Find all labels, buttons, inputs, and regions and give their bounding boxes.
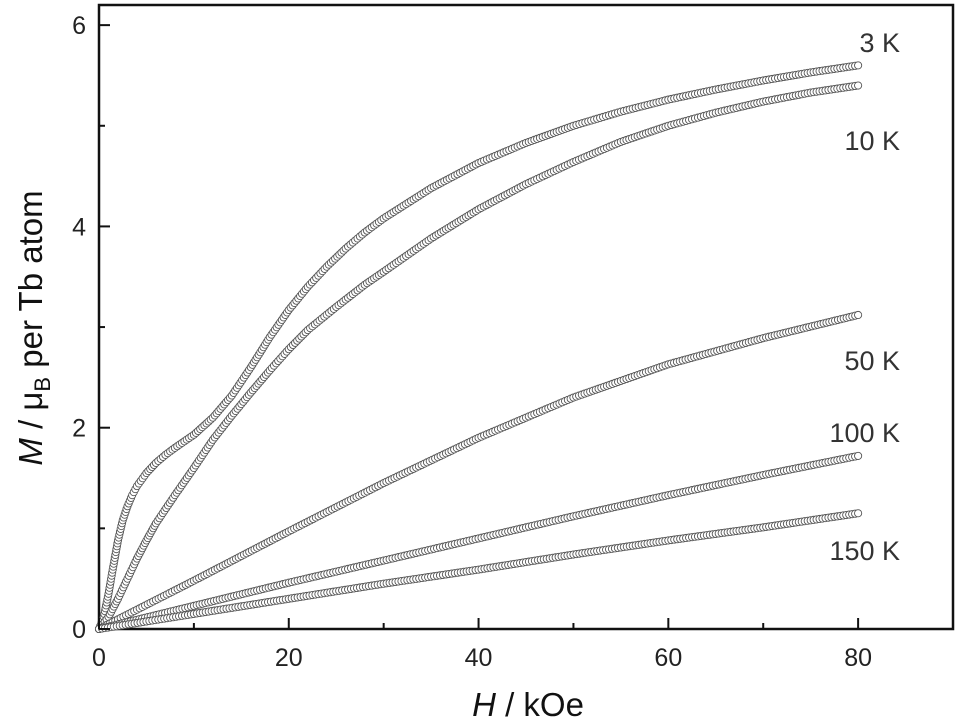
series-label: 100 K (829, 418, 900, 448)
data-point (855, 82, 862, 89)
series-label: 50 K (844, 346, 900, 376)
data-point (855, 311, 862, 318)
y-tick-label: 6 (72, 12, 86, 40)
plot-area (99, 5, 953, 629)
y-tick-label: 0 (72, 616, 86, 644)
x-tick-label: 20 (275, 644, 303, 672)
plot-frame (99, 5, 953, 629)
y-tick-label: 2 (72, 415, 86, 443)
series-label: 3 K (859, 28, 900, 58)
series-label: 10 K (844, 126, 900, 156)
series-label: 150 K (829, 536, 900, 566)
data-point (855, 452, 862, 459)
x-tick-label: 60 (654, 644, 682, 672)
y-axis-title: M / μB per Tb atom (12, 190, 55, 465)
series-layer (95, 62, 861, 633)
x-axis-title: H / kOe (472, 686, 584, 723)
x-tick-label: 0 (92, 644, 106, 672)
series-50k (95, 311, 861, 632)
series-line (99, 315, 858, 629)
y-tick-label: 4 (72, 213, 86, 241)
series-100k (95, 452, 861, 632)
x-tick-label: 40 (465, 644, 493, 672)
series-3k (95, 62, 861, 633)
series-labels: 3 K 10 K 50 K 100 K 150 K (829, 28, 900, 566)
data-point (855, 62, 862, 69)
data-point (855, 510, 862, 517)
x-tick-label: 80 (844, 644, 872, 672)
